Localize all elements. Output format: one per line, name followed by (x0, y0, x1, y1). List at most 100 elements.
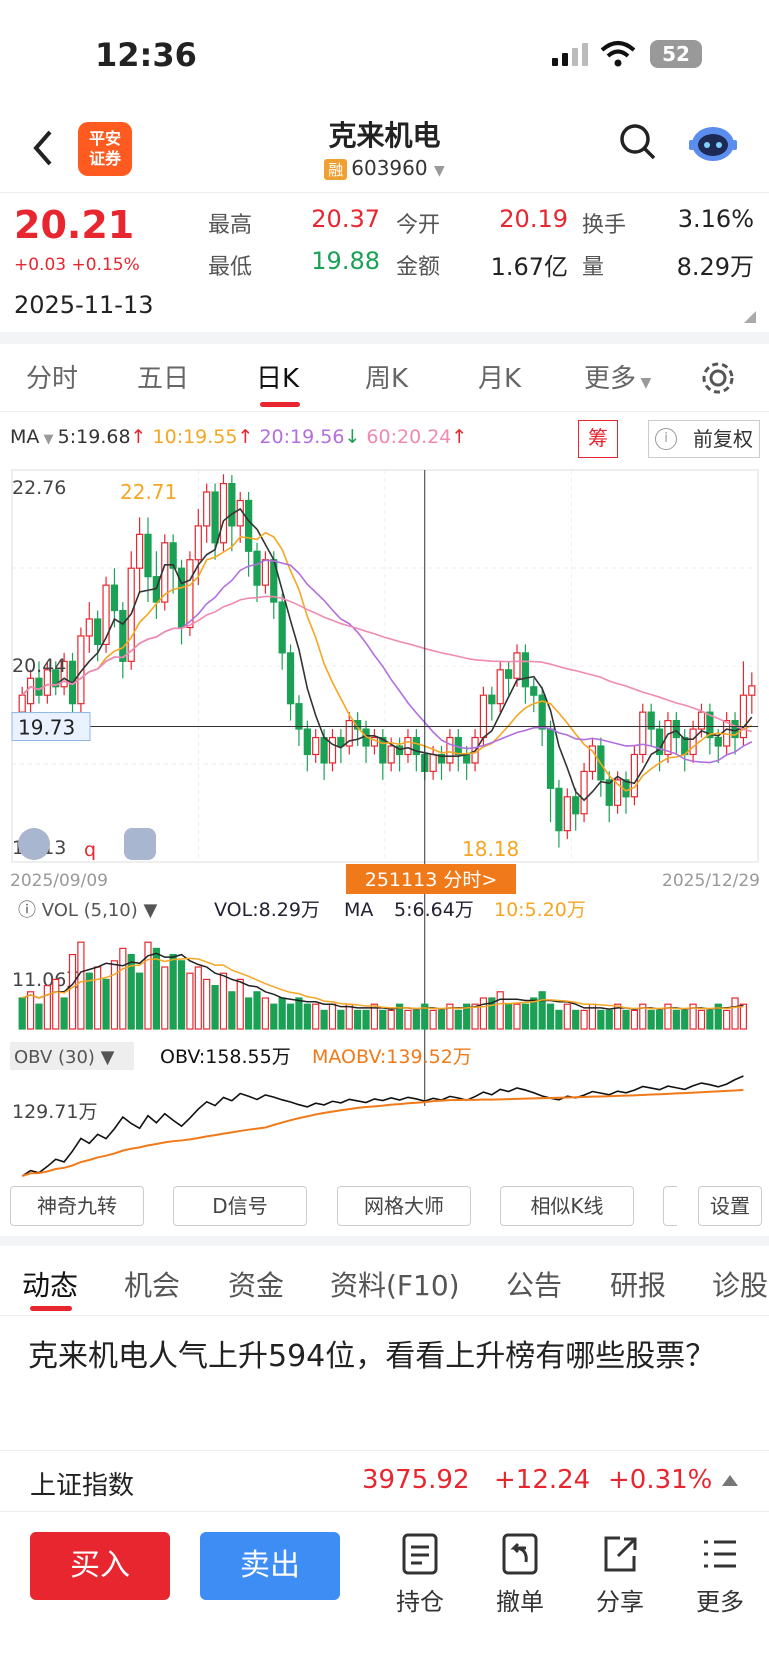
volume-bar (68, 954, 77, 1030)
candle-body (437, 753, 446, 764)
index-ticker[interactable]: 上证指数 3975.92 +12.24 +0.31% (0, 1450, 769, 1512)
chevron-left-icon[interactable] (28, 128, 58, 168)
quote-panel: 20.21 +0.03 +0.15% 2025-11-13 最高 20.37 今… (0, 192, 769, 332)
candle-body (555, 787, 563, 832)
ma-legend: MA ▼ 5:19.68↑ 10:19.55↑ 20:19.56↓ 60:20.… (10, 426, 467, 448)
separator (0, 332, 769, 344)
ma-label: MA (10, 426, 40, 448)
sell-button[interactable]: 卖出 (200, 1532, 340, 1600)
share-button[interactable]: 分享 (585, 1532, 655, 1617)
obv-line (21, 1075, 744, 1177)
volume-bar (605, 1009, 613, 1030)
robot-icon[interactable] (688, 118, 738, 168)
tool-button[interactable]: D信号 (173, 1186, 307, 1226)
high-value: 20.37 (311, 205, 380, 233)
battery-level: 52 (662, 42, 690, 66)
ma10-value: 10:19.55 (152, 426, 238, 448)
volume-bar (454, 1009, 462, 1030)
menu-icon (704, 1540, 736, 1568)
volume-bar (286, 1003, 295, 1030)
candle-body (35, 677, 43, 696)
index-change: +12.24 (494, 1465, 591, 1495)
stock-chart[interactable]: 19.7322.7620.4418.1322.7118.18q2025/09/0… (0, 466, 769, 1186)
candle-body (328, 736, 337, 764)
volume-bar (169, 954, 177, 1030)
candle-body (588, 745, 597, 773)
candle-body (697, 711, 706, 730)
hold-label: 持仓 (396, 1588, 444, 1616)
candle-body (496, 669, 504, 705)
tab-yuek[interactable]: 月K (478, 364, 522, 394)
tab-more[interactable]: 更多 ▼ (584, 358, 651, 395)
settings-gear-icon[interactable] (700, 360, 736, 396)
turnover-label: 换手 (582, 213, 627, 238)
tab-f10[interactable]: 资料(F10) (330, 1269, 460, 1302)
tab-dynamic[interactable]: 动态 (22, 1269, 79, 1302)
expand-corner-icon[interactable] (744, 311, 756, 323)
tab-zhouk[interactable]: 周K (365, 364, 409, 394)
news-headline[interactable]: 克来机电人气上升594位，看看上升榜有哪些股票？ (28, 1339, 716, 1374)
min-price-label: 18.18 (462, 837, 519, 861)
current-price: 20.21 (14, 203, 135, 247)
volume-bar (320, 1009, 328, 1030)
tab-fenshi[interactable]: 分时 (26, 364, 79, 394)
tool-button[interactable]: 神奇九转 (10, 1186, 144, 1226)
tab-diagnosis[interactable]: 诊股 (712, 1269, 769, 1302)
volume-bar (521, 1003, 529, 1030)
info-icon: i (655, 428, 677, 450)
volume-bar (387, 1009, 395, 1030)
volume-bar (245, 997, 253, 1030)
caret-down-icon[interactable]: ▼ (39, 432, 58, 447)
caret-up-icon[interactable] (722, 1475, 738, 1486)
tab-funds[interactable]: 资金 (228, 1269, 285, 1302)
tool-button-partial[interactable] (663, 1186, 677, 1226)
tab-research[interactable]: 研报 (610, 1269, 667, 1302)
candle-body (245, 499, 253, 552)
cancel-order-button[interactable]: 撤单 (485, 1532, 555, 1617)
volume-bar (563, 1003, 571, 1030)
more-button[interactable]: 更多 (685, 1532, 755, 1617)
volume-label: 量 (582, 255, 605, 280)
hold-button[interactable]: 持仓 (385, 1532, 455, 1617)
tab-wuri[interactable]: 五日 (137, 364, 190, 394)
tool-button[interactable]: 相似K线 (500, 1186, 634, 1226)
arrow-up-icon: ↑ (237, 426, 260, 448)
volume-bar (161, 966, 169, 1030)
candle-body (714, 736, 722, 747)
candle-body (52, 669, 60, 688)
settings-button[interactable]: 设置 (698, 1186, 762, 1226)
buy-button[interactable]: 买入 (30, 1532, 170, 1600)
candle-body (395, 745, 404, 756)
stock-code-selector[interactable]: 融 603960 ▼ (0, 156, 769, 180)
vol-ma10: 10:5.20万 (494, 899, 586, 921)
ma60-value: 60:20.24 (366, 426, 452, 448)
start-date: 2025/09/09 (10, 871, 108, 891)
volume-bar (228, 991, 236, 1030)
candle-body (85, 618, 93, 637)
cursor-date: 251113 分时> (365, 869, 498, 891)
search-icon[interactable] (618, 122, 658, 162)
tab-announcement[interactable]: 公告 (506, 1269, 563, 1302)
volume-bar (94, 966, 102, 1030)
volume-bar (655, 1009, 664, 1030)
volume-bar (723, 1009, 731, 1030)
stock-code: 603960 (351, 156, 428, 180)
volume-bar (714, 1003, 722, 1030)
candle-body (530, 686, 538, 696)
volume-bar (35, 1003, 43, 1030)
candle-body (26, 677, 35, 705)
low-label: 最低 (208, 255, 253, 280)
volume-bar (52, 978, 60, 1030)
candle-body (337, 736, 345, 747)
tab-opportunity[interactable]: 机会 (124, 1269, 181, 1302)
volume-bar (496, 991, 504, 1030)
volume-bar (463, 1003, 471, 1030)
open-label: 今开 (396, 213, 441, 238)
candle-body (689, 728, 697, 756)
share-icon (604, 1536, 637, 1572)
price-adjust-button[interactable]: i 前复权 (648, 420, 760, 458)
candle-body (295, 703, 303, 730)
tab-rik[interactable]: 日K (256, 364, 300, 394)
chip-distribution-button[interactable]: 筹 (578, 420, 618, 458)
tool-button[interactable]: 网格大师 (337, 1186, 471, 1226)
